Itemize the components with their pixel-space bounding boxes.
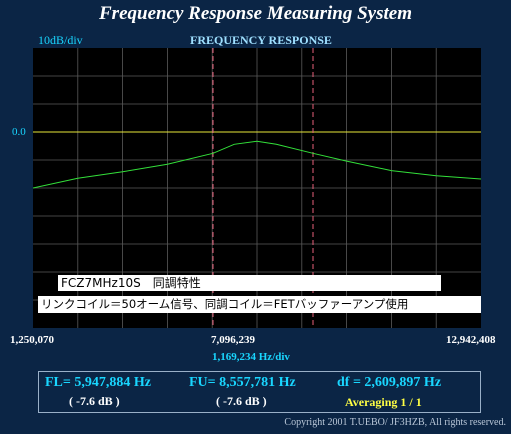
note-caption-1: FCZ7MHz10S 同調特性: [58, 275, 441, 291]
graph-subtitle: FREQUENCY RESPONSE: [190, 33, 332, 47]
frequency-per-division: 1,169,234 Hz/div: [212, 351, 290, 363]
scale-label: 10dB/div: [38, 33, 83, 47]
copyright-notice: Copyright 2001 T.UEBO/ JF3HZB, All right…: [284, 417, 506, 428]
start-frequency: 1,250,070: [10, 334, 54, 346]
bandwidth-readout: df = 2,609,897 Hz: [337, 375, 442, 390]
lower-frequency-db: ( -7.6 dB ): [69, 394, 120, 408]
lower-frequency-readout: FL= 5,947,884 Hz: [45, 375, 151, 390]
upper-frequency-db: ( -7.6 dB ): [216, 394, 267, 408]
response-trace: [33, 140, 481, 189]
measurement-panel: FL= 5,947,884 Hz ( -7.6 dB ) FU= 8,557,7…: [38, 371, 481, 413]
reference-level-label: 0.0: [12, 126, 26, 138]
end-frequency: 12,942,408: [446, 334, 496, 346]
app-title: Frequency Response Measuring System: [99, 3, 412, 24]
center-frequency: 7,096,239: [211, 334, 255, 346]
note-caption-2: リンクコイル＝50オーム信号、同調コイル＝FETバッファーアンプ使用: [38, 296, 481, 313]
averaging-status: Averaging 1 / 1: [345, 395, 422, 409]
upper-frequency-readout: FU= 8,557,781 Hz: [189, 375, 296, 390]
